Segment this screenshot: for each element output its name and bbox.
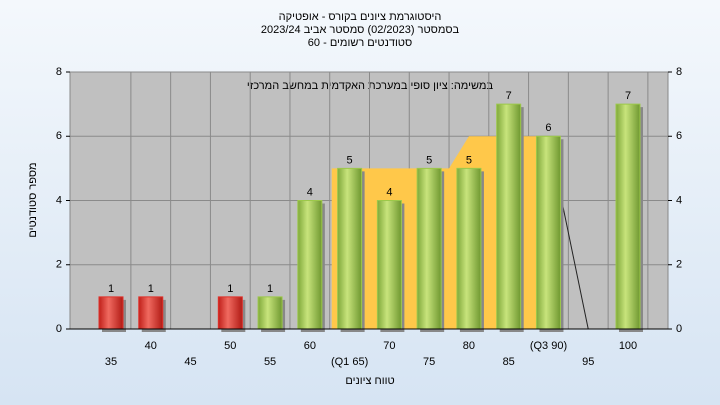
x-tick-label: 55 — [264, 356, 276, 368]
value-label: 4 — [386, 186, 392, 198]
annotation: במשימה: ציון סופי במערכת האקדמית במחשב ה… — [247, 80, 494, 92]
chart-title: היסטוגרמת ציונים בקורס - אופטיקה — [279, 11, 442, 23]
bar — [138, 296, 164, 330]
x-tick-label: 95 — [582, 356, 594, 368]
value-label: 5 — [466, 154, 472, 166]
x-tick-label: 45 — [184, 356, 196, 368]
bar — [257, 296, 283, 330]
y2-tick-label: 2 — [676, 259, 682, 271]
bar — [217, 296, 243, 330]
value-label: 1 — [267, 283, 273, 295]
value-label: 1 — [108, 283, 114, 295]
chart-subtitle: בסמסטר (02/2023) סמסטר אביב 2023/24 — [261, 24, 460, 36]
y-tick-label: 8 — [56, 66, 62, 78]
x-tick-label: 40 — [145, 340, 157, 352]
value-label: 4 — [307, 186, 313, 198]
bar — [297, 200, 323, 330]
value-label: 6 — [545, 122, 551, 134]
y2-tick-label: 8 — [676, 66, 682, 78]
x-tick-label: (Q3 90) — [530, 340, 567, 352]
x-tick-label: 70 — [383, 340, 395, 352]
bar — [416, 167, 442, 330]
x-tick-label: 50 — [224, 340, 236, 352]
x-tick-label: 60 — [304, 340, 316, 352]
value-label: 5 — [347, 154, 353, 166]
chart-subtitle: 60 - סטודנטים רשומים — [308, 37, 412, 49]
y-axis-label: מספר סטודנטים — [27, 162, 39, 237]
y2-tick-label: 4 — [676, 194, 682, 206]
x-tick-label: 100 — [619, 340, 637, 352]
bar — [535, 135, 561, 330]
y-tick-label: 0 — [56, 323, 62, 335]
value-label: 7 — [625, 90, 631, 102]
value-label: 1 — [148, 283, 154, 295]
value-label: 7 — [506, 90, 512, 102]
bar — [376, 200, 402, 330]
bar — [98, 296, 124, 330]
y-tick-label: 2 — [56, 259, 62, 271]
x-axis-label: טווח ציונים — [345, 375, 394, 387]
x-tick-label: (Q1 65) — [331, 356, 368, 368]
x-tick-label: 35 — [105, 356, 117, 368]
bar — [496, 103, 522, 330]
bar — [615, 103, 641, 330]
value-label: 1 — [227, 283, 233, 295]
y-tick-label: 4 — [56, 194, 62, 206]
bar — [456, 167, 482, 330]
y-tick-label: 6 — [56, 130, 62, 142]
y2-tick-label: 6 — [676, 130, 682, 142]
x-tick-label: 80 — [463, 340, 475, 352]
y2-tick-label: 0 — [676, 323, 682, 335]
x-tick-label: 85 — [503, 356, 515, 368]
x-tick-label: 75 — [423, 356, 435, 368]
bar — [337, 167, 363, 330]
value-label: 5 — [426, 154, 432, 166]
